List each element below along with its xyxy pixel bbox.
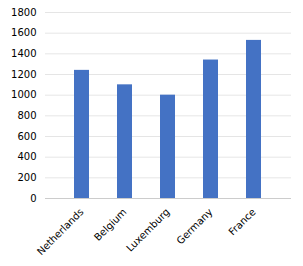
svg-text:1800: 1800 bbox=[11, 7, 36, 18]
svg-text:1600: 1600 bbox=[11, 27, 36, 38]
svg-text:0: 0 bbox=[30, 193, 36, 204]
svg-text:800: 800 bbox=[17, 110, 36, 121]
svg-text:1200: 1200 bbox=[11, 69, 36, 80]
svg-text:400: 400 bbox=[17, 151, 36, 162]
svg-text:1000: 1000 bbox=[11, 89, 36, 100]
svg-text:200: 200 bbox=[17, 172, 36, 183]
svg-text:France: France bbox=[226, 206, 257, 237]
svg-text:1400: 1400 bbox=[11, 48, 36, 59]
svg-text:Belgium: Belgium bbox=[92, 206, 129, 243]
svg-text:Netherlands: Netherlands bbox=[35, 206, 86, 257]
svg-text:Germany: Germany bbox=[174, 206, 214, 246]
svg-text:Luxemburg: Luxemburg bbox=[124, 206, 172, 254]
svg-text:600: 600 bbox=[17, 131, 36, 142]
